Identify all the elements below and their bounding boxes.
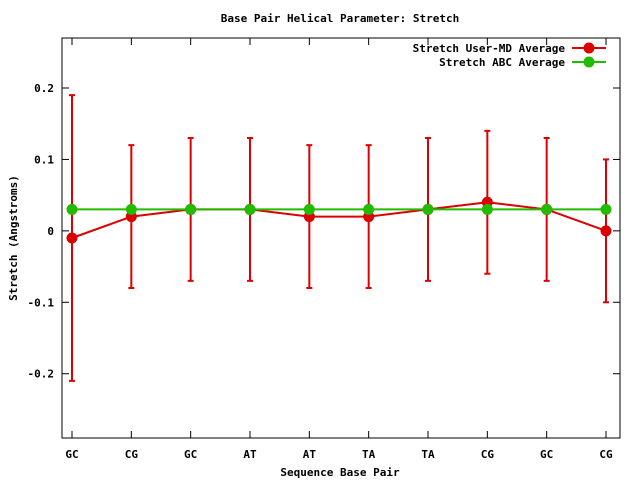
chart-title: Base Pair Helical Parameter: Stretch bbox=[221, 12, 459, 25]
x-tick-label: GC bbox=[65, 448, 78, 461]
y-axis-label: Stretch (Angstroms) bbox=[7, 175, 20, 301]
x-tick-label: GC bbox=[184, 448, 197, 461]
series-2-point bbox=[422, 203, 434, 215]
x-tick-label: AT bbox=[243, 448, 257, 461]
y-tick-label: -0.2 bbox=[28, 368, 55, 381]
x-tick-label: AT bbox=[303, 448, 317, 461]
x-tick-label: CG bbox=[599, 448, 613, 461]
series-2-point bbox=[481, 203, 493, 215]
y-axis: -0.2 -0.1 0 0.1 0.2 bbox=[28, 82, 620, 381]
x-tick-label: TA bbox=[421, 448, 435, 461]
series-2-point bbox=[600, 203, 612, 215]
series-2-point bbox=[363, 203, 375, 215]
series-2-point bbox=[303, 203, 315, 215]
series-2-point bbox=[244, 203, 256, 215]
legend-marker-1 bbox=[583, 42, 595, 54]
y-tick-label: -0.1 bbox=[28, 296, 55, 309]
x-axis-label: Sequence Base Pair bbox=[280, 466, 400, 479]
y-tick-label: 0.2 bbox=[34, 82, 54, 95]
y-tick-label: 0 bbox=[47, 225, 54, 238]
error-bars bbox=[69, 94, 609, 382]
series-layer bbox=[66, 196, 612, 244]
legend-marker-2 bbox=[583, 56, 595, 68]
series-2-point bbox=[541, 203, 553, 215]
series-1-point bbox=[600, 225, 612, 237]
series-2-point bbox=[66, 203, 78, 215]
series-1-point bbox=[66, 232, 78, 244]
plot-area bbox=[61, 37, 621, 439]
y-tick-label: 0.1 bbox=[34, 153, 54, 166]
series-2-point bbox=[185, 203, 197, 215]
x-tick-label: CG bbox=[481, 448, 495, 461]
x-tick-label: GC bbox=[540, 448, 553, 461]
x-tick-label: CG bbox=[125, 448, 139, 461]
legend-label-1: Stretch User-MD Average bbox=[413, 42, 566, 55]
series-2-point bbox=[125, 203, 137, 215]
series-line-1 bbox=[71, 201, 607, 239]
legend-label-2: Stretch ABC Average bbox=[439, 56, 565, 69]
x-tick-label: TA bbox=[362, 448, 376, 461]
x-axis: GC CG GC AT AT TA TA CG GC CG bbox=[65, 38, 613, 461]
